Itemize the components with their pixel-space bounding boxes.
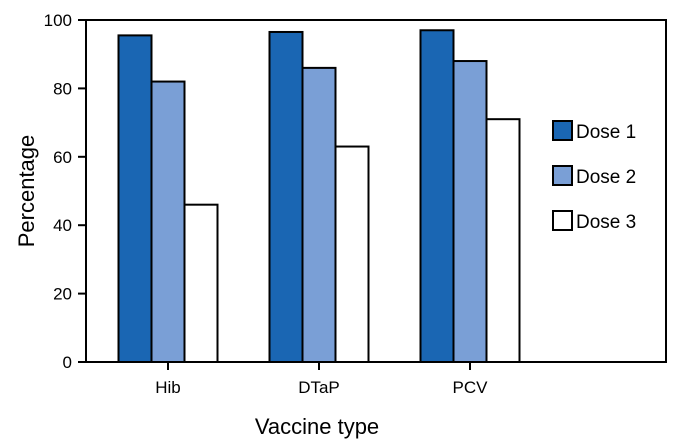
legend: Dose 1 Dose 2 Dose 3 [552, 120, 636, 233]
bar-hib-dose-3 [183, 203, 219, 363]
bar-hib-dose-1 [117, 34, 153, 363]
y-tick-label: 100 [44, 11, 72, 30]
y-axis: 0 20 40 60 80 100 [44, 11, 86, 372]
bar-pcv-dose-2 [452, 60, 488, 363]
y-tick-label: 0 [63, 353, 72, 372]
x-tick-label: Hib [155, 378, 181, 397]
y-axis-title: Percentage [14, 135, 39, 248]
bar-pcv-dose-3 [485, 118, 521, 364]
legend-swatch [552, 210, 573, 231]
bar-dtap-dose-2 [301, 66, 337, 363]
bar-dtap-dose-1 [268, 30, 304, 363]
bar-hib-dose-2 [150, 80, 186, 363]
bar-dtap-dose-3 [334, 145, 370, 363]
x-axis-title: Vaccine type [255, 414, 379, 439]
y-tick-label: 60 [53, 148, 72, 167]
legend-label: Dose 2 [576, 167, 636, 188]
x-axis: Hib DTaP PCV [155, 362, 488, 397]
x-tick-label: DTaP [298, 378, 340, 397]
plot-area-frame [85, 19, 667, 363]
y-tick-label: 20 [53, 285, 72, 304]
legend-swatch [552, 120, 573, 141]
legend-label: Dose 1 [576, 122, 636, 143]
legend-swatch [552, 165, 573, 186]
legend-label: Dose 3 [576, 212, 636, 233]
y-tick-label: 80 [53, 79, 72, 98]
x-tick-label: PCV [453, 378, 489, 397]
y-tick-label: 40 [53, 216, 72, 235]
bar-pcv-dose-1 [419, 29, 455, 363]
bars-layer [117, 29, 521, 364]
